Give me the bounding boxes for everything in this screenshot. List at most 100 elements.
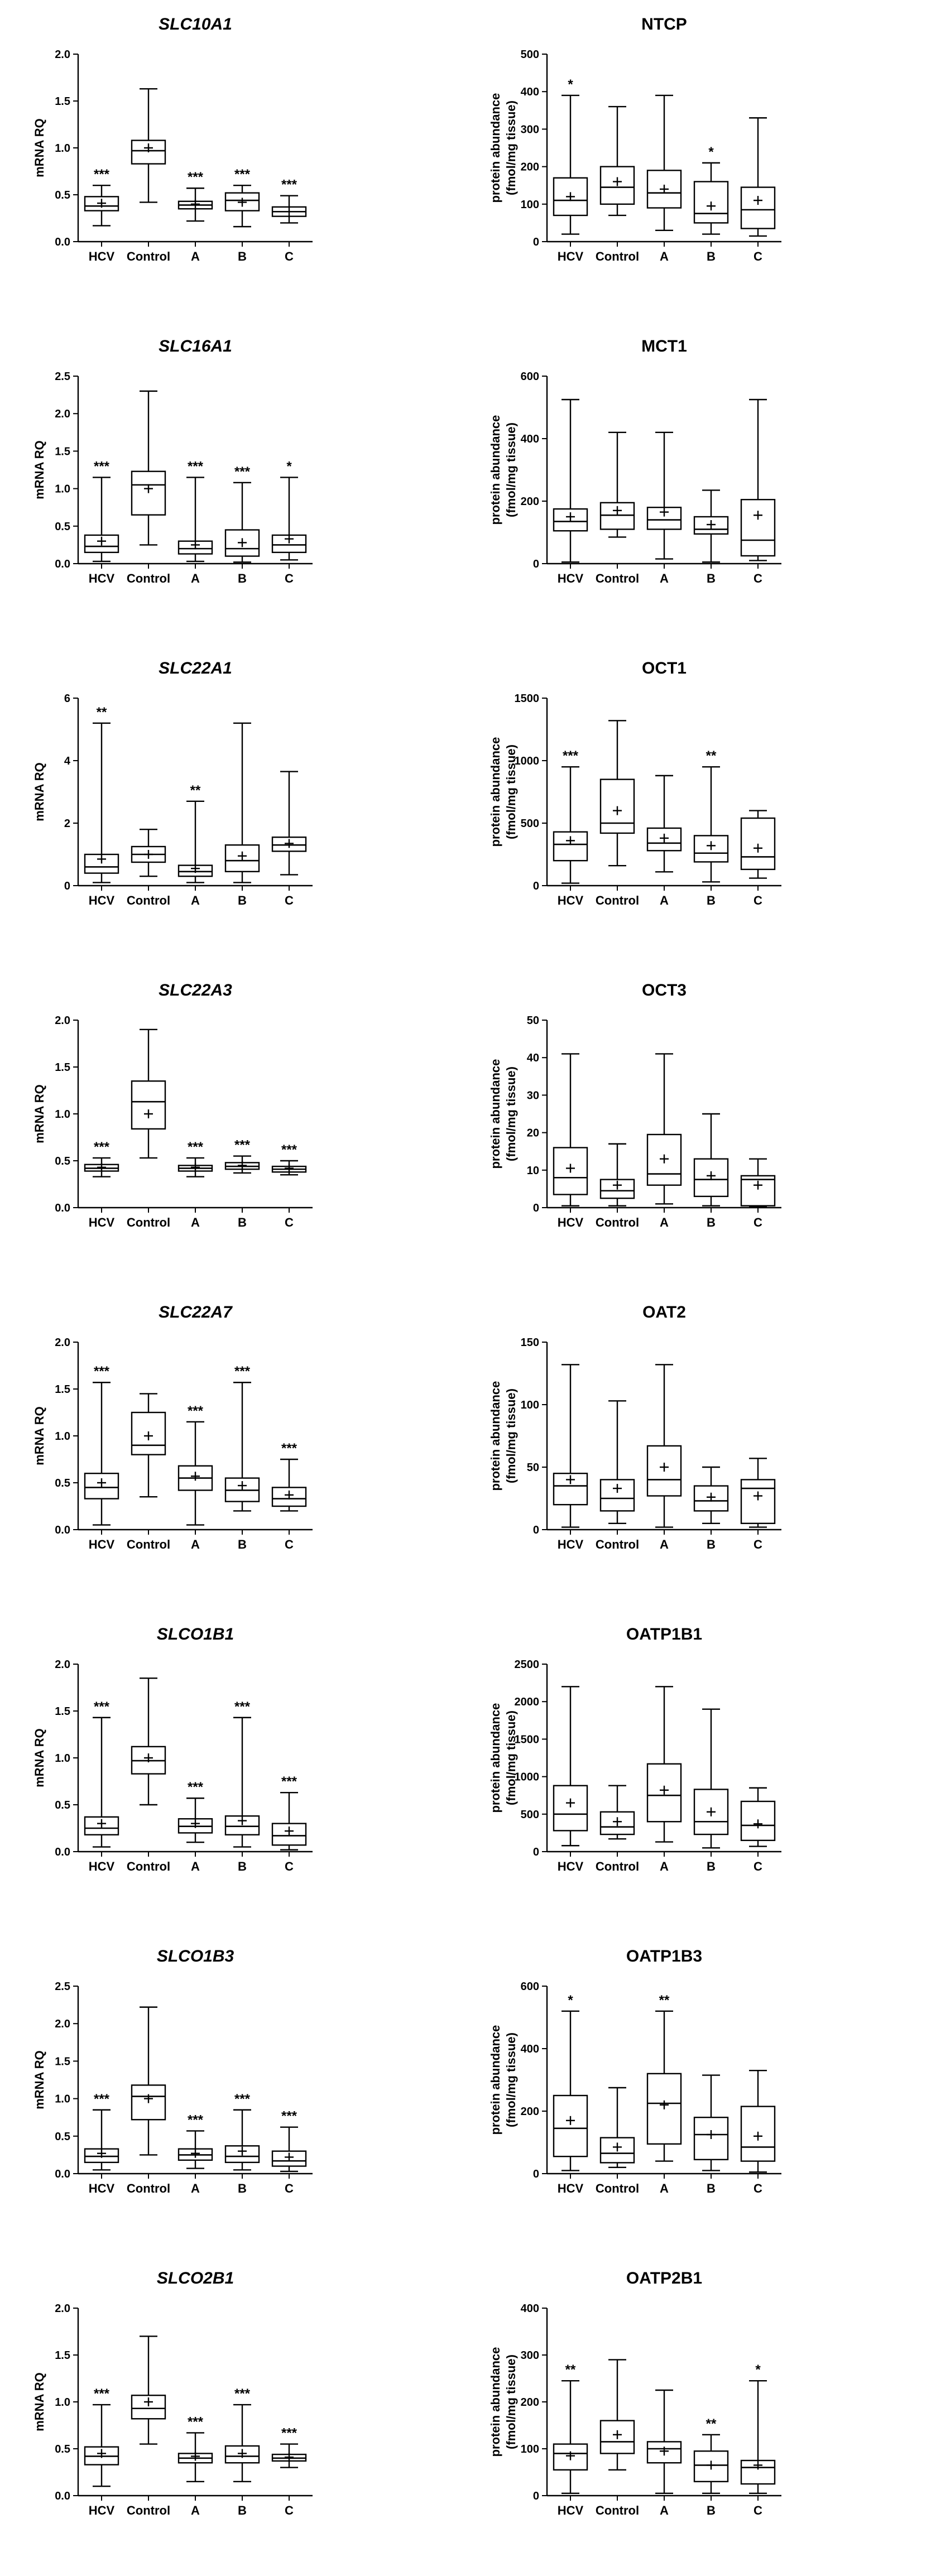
significance-label: *** [234, 2092, 251, 2107]
y-tick-label: 0.0 [55, 2490, 70, 2502]
x-tick-label: Control [596, 1537, 639, 1551]
y-tick-label: 2.0 [55, 49, 70, 61]
y-tick-label: 0.5 [55, 521, 70, 533]
x-tick-label: HCV [558, 2181, 584, 2195]
significance-label: *** [188, 2112, 204, 2127]
x-tick-label: HCV [89, 1859, 115, 1873]
y-tick-label: 2.0 [55, 2018, 70, 2030]
y-axis-label: (fmol/mg tissue) [504, 744, 518, 839]
x-tick-label: HCV [558, 249, 584, 263]
significance-label: * [755, 2362, 761, 2377]
x-tick-label: A [191, 249, 200, 263]
x-tick-label: C [285, 2181, 294, 2195]
y-tick-label: 50 [527, 1462, 539, 1474]
chart-slc22a7: SLC22A7 mRNA RQ 0.0 0.5 1.0 1.5 2.0 HCV *** Contr… [32, 1303, 313, 1551]
y-tick-label: 0 [533, 2490, 539, 2502]
x-tick-label: A [191, 893, 200, 907]
x-tick-label: A [660, 2503, 669, 2517]
x-tick-label: HCV [89, 249, 115, 263]
box-A [646, 1364, 682, 1528]
y-tick-label: 0.5 [55, 1155, 70, 1167]
significance-label: *** [94, 1699, 110, 1714]
x-tick-label: C [285, 893, 294, 907]
box-A: *** [177, 459, 213, 563]
y-tick-label: 400 [521, 2043, 539, 2055]
box-HCV: *** [84, 1364, 119, 1526]
chart-oatp2b1: OATP2B1 protein abundance (fmol/mg tissue)… [488, 2269, 781, 2517]
chart-slc10a1: SLC10A1 mRNA RQ 0.0 0.5 1.0 1.5 2.0 HCV *** Contr… [32, 15, 313, 263]
x-tick-label: A [191, 2181, 200, 2195]
x-tick-label: C [285, 249, 294, 263]
box-A: *** [177, 1140, 213, 1178]
x-tick-label: Control [127, 249, 170, 263]
y-axis-label: (fmol/mg tissue) [504, 1710, 518, 1805]
box-B: *** [224, 167, 260, 228]
box-A [646, 775, 682, 873]
x-tick-label: C [285, 2503, 294, 2517]
x-tick-label: Control [596, 893, 639, 907]
box-Control [131, 88, 166, 203]
box-C [740, 117, 776, 237]
y-tick-label: 1.0 [55, 1752, 70, 1765]
chart-title: SLC22A1 [159, 659, 232, 677]
box-C: *** [271, 1142, 307, 1176]
y-tick-label: 2.5 [55, 1981, 70, 1993]
x-tick-label: B [707, 1859, 716, 1873]
x-tick-label: A [660, 2181, 669, 2195]
x-tick-label: HCV [558, 2503, 584, 2517]
chart-slc22a3: SLC22A3 mRNA RQ 0.0 0.5 1.0 1.5 2.0 HCV *** Contr… [32, 981, 313, 1229]
x-tick-label: B [707, 571, 716, 585]
y-tick-label: 1500 [515, 1733, 540, 1746]
x-tick-label: B [238, 2503, 247, 2517]
box-iqr [693, 2450, 729, 2483]
x-tick-label: B [707, 1537, 716, 1551]
chart-slco1b1: SLCO1B1 mRNA RQ 0.0 0.5 1.0 1.5 2.0 HCV *** Contr… [32, 1625, 313, 1873]
x-tick-label: Control [596, 571, 639, 585]
box-HCV: * [553, 1993, 588, 2171]
chart-slc16a1: SLC16A1 mRNA RQ 0.0 0.5 1.0 1.5 2.0 2.5 HCV *** Co… [32, 337, 313, 585]
significance-label: *** [281, 1142, 297, 1157]
significance-label: *** [188, 1140, 204, 1155]
box-B [693, 489, 729, 563]
chart-title: OCT3 [642, 981, 687, 999]
box-A [646, 1053, 682, 1205]
y-tick-label: 1.0 [55, 1430, 70, 1443]
y-tick-label: 0.0 [55, 2168, 70, 2180]
box-B: *** [224, 2386, 260, 2482]
box-C: *** [271, 1774, 307, 1851]
significance-label: *** [188, 2414, 204, 2429]
x-tick-label: B [707, 249, 716, 263]
box-C [740, 1158, 776, 1208]
box-Control [599, 1143, 635, 1207]
significance-label: *** [94, 167, 110, 182]
y-tick-label: 0 [533, 1524, 539, 1536]
significance-label: *** [281, 2426, 297, 2441]
y-tick-label: 600 [521, 371, 539, 383]
chart-ntcp: NTCP protein abundance (fmol/mg tissue) 0 10… [488, 15, 781, 263]
y-tick-label: 2.0 [55, 1015, 70, 1027]
y-axis-label: mRNA RQ [32, 762, 46, 821]
significance-label: ** [706, 2416, 717, 2431]
box-Control [131, 1677, 166, 1806]
x-tick-label: C [754, 249, 762, 263]
y-axis-label: (fmol/mg tissue) [504, 1066, 518, 1161]
box-HCV: *** [84, 1140, 119, 1178]
y-tick-label: 1000 [515, 755, 540, 767]
significance-label: *** [563, 748, 579, 763]
y-tick-label: 50 [527, 1015, 539, 1027]
box-HCV: *** [84, 2386, 119, 2487]
y-tick-label: 1.5 [55, 95, 70, 108]
x-tick-label: B [238, 249, 247, 263]
y-axis-label: mRNA RQ [32, 1084, 46, 1143]
significance-label: *** [281, 1441, 297, 1456]
x-tick-label: A [191, 1215, 200, 1229]
box-HCV [553, 398, 588, 563]
y-tick-label: 1.0 [55, 2396, 70, 2409]
box-A: ** [177, 783, 213, 883]
chart-oatp1b1: OATP1B1 protein abundance (fmol/mg tissue)… [488, 1625, 781, 1873]
y-tick-label: 1.5 [55, 1383, 70, 1396]
y-axis-label: mRNA RQ [32, 118, 46, 177]
x-tick-label: C [754, 1215, 762, 1229]
box-iqr [553, 1785, 588, 1832]
